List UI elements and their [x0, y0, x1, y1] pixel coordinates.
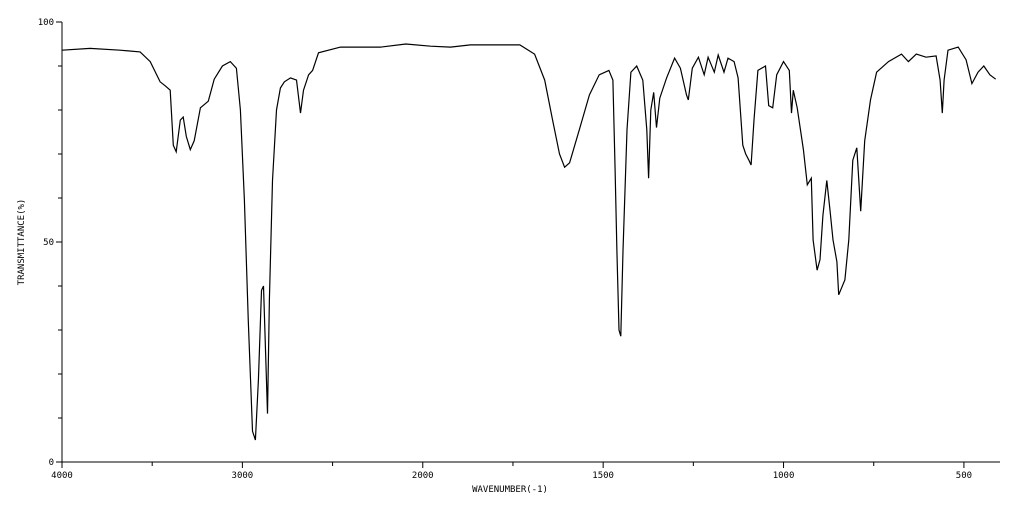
y-tick-label: 0 [49, 458, 54, 468]
x-tick-label: 1000 [773, 471, 795, 481]
x-tick-label: 500 [956, 471, 972, 481]
spectrum-line [61, 43, 997, 441]
y-axis-label: TRANSMITTANCE(%) [17, 199, 27, 286]
x-axis-label: WAVENUMBER(-1) [472, 485, 548, 495]
y-tick-label: 100 [38, 18, 54, 28]
x-tick-label: 4000 [51, 471, 73, 481]
y-tick-label: 50 [43, 238, 54, 248]
x-tick-label: 1500 [592, 471, 614, 481]
x-tick-label: 2000 [412, 471, 434, 481]
x-tick-label: 3000 [232, 471, 254, 481]
